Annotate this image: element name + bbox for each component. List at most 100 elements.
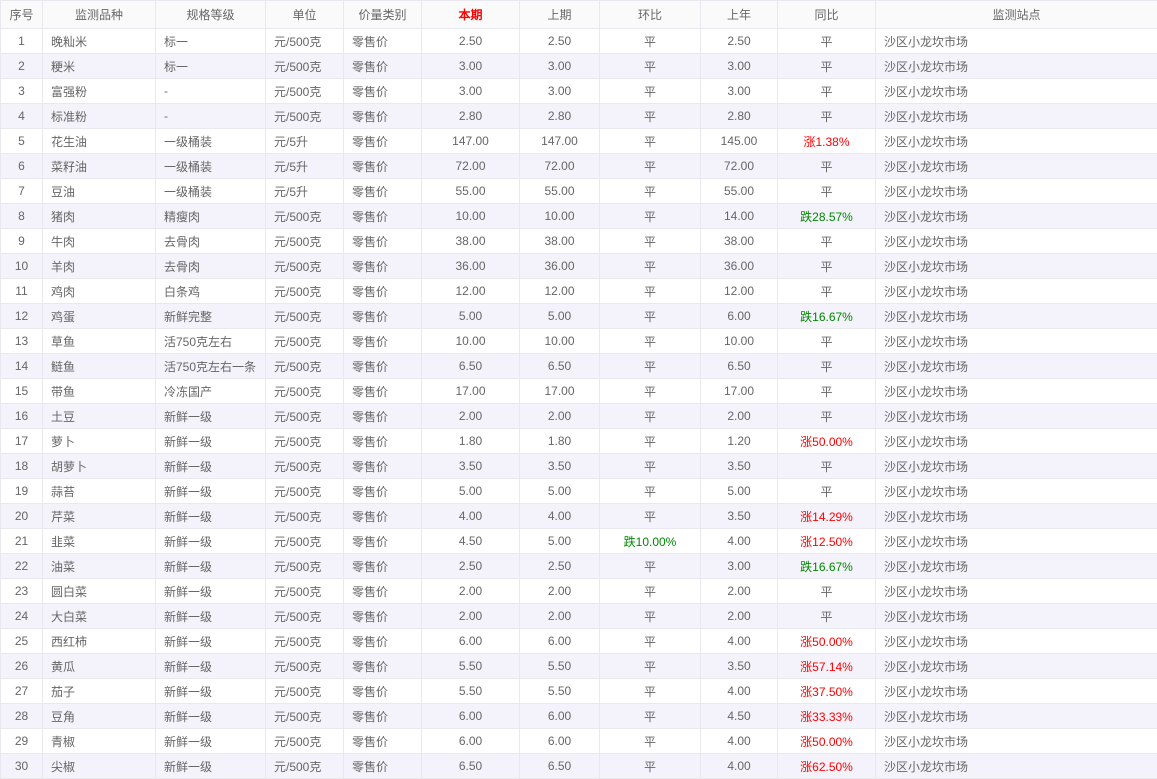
cell-no: 8: [0, 203, 43, 229]
cell-unit: 元/500克: [265, 303, 344, 329]
cell-spec: 去骨肉: [155, 253, 266, 279]
table-row: 13 草鱼 活750克左右 元/500克 零售价 10.00 10.00 平 10.00 平沙区小…: [0, 328, 1157, 354]
cell-last_year: 3.00: [700, 78, 778, 104]
cell-variety: 花生油: [42, 128, 156, 154]
cell-unit: 元/500克: [265, 753, 344, 779]
cell-previous: 3.50: [519, 453, 600, 479]
table-row: 25 西红柿 新鲜一级 元/500克 零售价 6.00 6.00 平 4.00 涨50.00% 沙区…: [0, 628, 1157, 654]
cell-no: 11: [0, 278, 43, 304]
cell-spec: 白条鸡: [155, 278, 266, 304]
cell-mom: 平: [599, 78, 701, 104]
cell-spec: 新鲜一级: [155, 678, 266, 704]
cell-spec: 标一: [155, 28, 266, 54]
cell-variety: 芹菜: [42, 503, 156, 529]
cell-variety: 富强粉: [42, 78, 156, 104]
cell-spec: 活750克左右: [155, 328, 266, 354]
cell-no: 15: [0, 378, 43, 404]
cell-category: 零售价: [343, 728, 422, 754]
cell-mom: 平: [599, 203, 701, 229]
cell-spec: 新鲜一级: [155, 753, 266, 779]
cell-no: 29: [0, 728, 43, 754]
table-row: 14 鲢鱼 活750克左右一条 元/500克 零售价 6.50 6.50 平 6.50 平沙区小龙…: [0, 353, 1157, 379]
cell-station: 沙区小龙坎市场: [875, 28, 1157, 54]
column-header-no: 序号: [0, 0, 43, 29]
cell-current: 6.50: [421, 353, 520, 379]
cell-category: 零售价: [343, 228, 422, 254]
cell-variety: 韭菜: [42, 528, 156, 554]
cell-yoy: 平: [777, 403, 876, 429]
cell-station: 沙区小龙坎市场: [875, 303, 1157, 329]
cell-station: 沙区小龙坎市场: [875, 503, 1157, 529]
cell-unit: 元/5升: [265, 178, 344, 204]
column-header-current: 本期: [421, 0, 520, 29]
cell-yoy: 涨62.50%: [777, 753, 876, 779]
cell-current: 6.50: [421, 753, 520, 779]
cell-unit: 元/500克: [265, 28, 344, 54]
cell-yoy: 平: [777, 28, 876, 54]
cell-spec: 标一: [155, 53, 266, 79]
cell-last_year: 5.00: [700, 478, 778, 504]
cell-unit: 元/500克: [265, 628, 344, 654]
cell-no: 21: [0, 528, 43, 554]
cell-previous: 3.00: [519, 78, 600, 104]
cell-no: 23: [0, 578, 43, 604]
cell-yoy: 平: [777, 253, 876, 279]
table-row: 5 花生油 一级桶装 元/5升 零售价 147.00 147.00 平 145.00 涨1.38%…: [0, 128, 1157, 154]
cell-unit: 元/500克: [265, 653, 344, 679]
cell-station: 沙区小龙坎市场: [875, 378, 1157, 404]
cell-last_year: 2.00: [700, 578, 778, 604]
cell-current: 5.00: [421, 478, 520, 504]
cell-last_year: 38.00: [700, 228, 778, 254]
cell-previous: 3.00: [519, 53, 600, 79]
cell-category: 零售价: [343, 503, 422, 529]
cell-current: 3.00: [421, 53, 520, 79]
cell-mom: 平: [599, 278, 701, 304]
cell-spec: 新鲜一级: [155, 403, 266, 429]
cell-yoy: 平: [777, 453, 876, 479]
table-row: 28 豆角 新鲜一级 元/500克 零售价 6.00 6.00 平 4.50 涨33.33% 沙区小…: [0, 703, 1157, 729]
cell-mom: 平: [599, 303, 701, 329]
cell-current: 3.50: [421, 453, 520, 479]
cell-category: 零售价: [343, 303, 422, 329]
cell-yoy: 涨57.14%: [777, 653, 876, 679]
column-header-last_year: 上年: [700, 0, 778, 29]
cell-variety: 西红柿: [42, 628, 156, 654]
cell-category: 零售价: [343, 678, 422, 704]
cell-yoy: 平: [777, 578, 876, 604]
cell-last_year: 72.00: [700, 153, 778, 179]
column-header-mom: 环比: [599, 0, 701, 29]
cell-last_year: 36.00: [700, 253, 778, 279]
table-row: 3 富强粉 - 元/500克 零售价 3.00 3.00 平 3.00 平沙区小龙坎市场: [0, 78, 1157, 104]
cell-category: 零售价: [343, 153, 422, 179]
cell-unit: 元/500克: [265, 278, 344, 304]
cell-spec: 精瘦肉: [155, 203, 266, 229]
cell-mom: 平: [599, 503, 701, 529]
cell-previous: 6.00: [519, 728, 600, 754]
cell-variety: 羊肉: [42, 253, 156, 279]
cell-yoy: 平: [777, 328, 876, 354]
cell-variety: 猪肉: [42, 203, 156, 229]
cell-category: 零售价: [343, 278, 422, 304]
cell-previous: 2.50: [519, 553, 600, 579]
cell-mom: 平: [599, 453, 701, 479]
cell-variety: 粳米: [42, 53, 156, 79]
cell-spec: 冷冻国产: [155, 378, 266, 404]
cell-category: 零售价: [343, 353, 422, 379]
cell-variety: 菜籽油: [42, 153, 156, 179]
cell-last_year: 1.20: [700, 428, 778, 454]
cell-last_year: 145.00: [700, 128, 778, 154]
table-row: 20 芹菜 新鲜一级 元/500克 零售价 4.00 4.00 平 3.50 涨14.29% 沙区小…: [0, 503, 1157, 529]
cell-category: 零售价: [343, 653, 422, 679]
cell-station: 沙区小龙坎市场: [875, 628, 1157, 654]
cell-station: 沙区小龙坎市场: [875, 653, 1157, 679]
cell-category: 零售价: [343, 128, 422, 154]
cell-no: 1: [0, 28, 43, 54]
cell-station: 沙区小龙坎市场: [875, 203, 1157, 229]
table-row: 12 鸡蛋 新鲜完整 元/500克 零售价 5.00 5.00 平 6.00 跌16.67% 沙区小…: [0, 303, 1157, 329]
cell-station: 沙区小龙坎市场: [875, 403, 1157, 429]
cell-mom: 平: [599, 753, 701, 779]
cell-previous: 6.00: [519, 703, 600, 729]
cell-yoy: 平: [777, 478, 876, 504]
cell-no: 28: [0, 703, 43, 729]
